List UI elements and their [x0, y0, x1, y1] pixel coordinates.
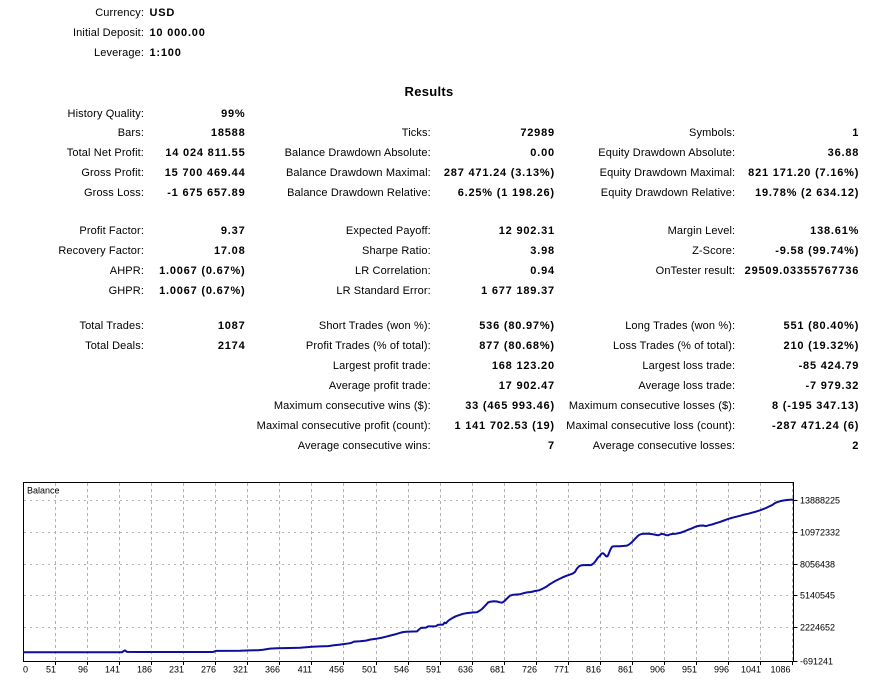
- svg-text:501: 501: [362, 665, 377, 675]
- svg-text:681: 681: [490, 665, 505, 675]
- svg-text:906: 906: [650, 665, 665, 675]
- svg-text:5140545: 5140545: [800, 591, 835, 601]
- svg-text:10972332: 10972332: [800, 528, 840, 538]
- svg-text:816: 816: [586, 665, 601, 675]
- svg-text:861: 861: [618, 665, 633, 675]
- svg-text:771: 771: [554, 665, 569, 675]
- svg-text:96: 96: [78, 665, 88, 675]
- svg-text:8056438: 8056438: [800, 560, 835, 570]
- svg-text:13888225: 13888225: [800, 496, 840, 506]
- svg-text:Balance: Balance: [27, 486, 60, 496]
- svg-text:546: 546: [394, 665, 409, 675]
- svg-text:0: 0: [23, 665, 28, 675]
- svg-text:141: 141: [105, 665, 120, 675]
- svg-text:591: 591: [426, 665, 441, 675]
- svg-text:366: 366: [265, 665, 280, 675]
- svg-text:726: 726: [522, 665, 537, 675]
- svg-text:231: 231: [169, 665, 184, 675]
- svg-text:996: 996: [714, 665, 729, 675]
- svg-text:456: 456: [329, 665, 344, 675]
- svg-text:636: 636: [458, 665, 473, 675]
- svg-text:411: 411: [298, 665, 312, 675]
- svg-text:-691241: -691241: [800, 657, 833, 667]
- svg-text:51: 51: [46, 665, 56, 675]
- svg-text:1041: 1041: [741, 665, 761, 675]
- svg-text:321: 321: [233, 665, 248, 675]
- svg-text:2224652: 2224652: [800, 623, 835, 633]
- svg-text:1086: 1086: [770, 665, 790, 675]
- svg-text:276: 276: [201, 665, 216, 675]
- svg-text:186: 186: [137, 665, 152, 675]
- svg-text:951: 951: [682, 665, 697, 675]
